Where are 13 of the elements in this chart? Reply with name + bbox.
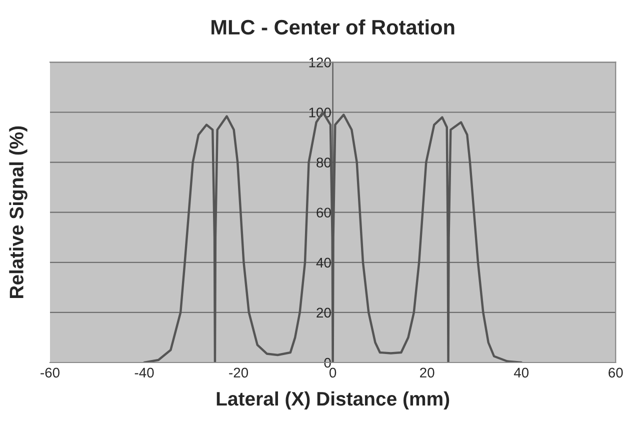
x-tick-label: -20 [229, 368, 248, 378]
x-tick-label: -40 [134, 368, 154, 378]
x-tick-label: 20 [420, 368, 434, 378]
y-axis-title: Relative Signal (%) [9, 126, 28, 298]
y-tick-label: 120 [309, 58, 331, 68]
y-tick-label: 20 [316, 308, 331, 318]
x-axis-title: Lateral (X) Distance (mm) [216, 391, 450, 410]
x-tick-label: 60 [608, 368, 623, 378]
x-tick-label: -60 [40, 368, 60, 378]
x-tick-label: 40 [514, 368, 529, 378]
y-tick-label: 40 [316, 258, 331, 268]
y-tick-label: 60 [316, 208, 331, 218]
chart-title: MLC - Center of Rotation [212, 19, 454, 35]
